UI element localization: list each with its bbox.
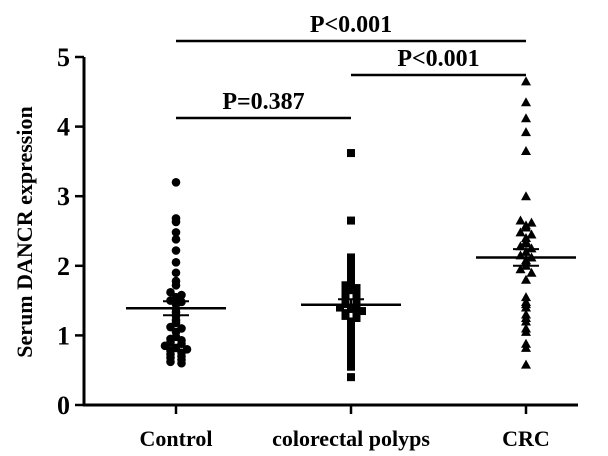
data-point-crc xyxy=(521,338,531,348)
data-point-crc xyxy=(515,241,526,251)
data-point-crc xyxy=(521,292,531,302)
data-point-crc xyxy=(526,229,537,239)
data-point-polyps xyxy=(352,310,361,319)
data-point-control xyxy=(171,228,181,237)
data-point-polyps xyxy=(347,362,355,371)
data-point-crc xyxy=(526,267,537,277)
data-point-polyps xyxy=(347,357,355,366)
data-point-control xyxy=(177,290,186,300)
data-point-polyps xyxy=(347,270,355,279)
data-point-polyps xyxy=(347,216,355,225)
x-tick-label: Control xyxy=(140,426,213,451)
y-tick-label: 3 xyxy=(57,182,70,211)
data-point-crc xyxy=(521,191,531,201)
data-point-crc xyxy=(521,97,531,107)
data-point-polyps xyxy=(341,288,350,297)
data-point-crc xyxy=(521,359,531,369)
data-point-crc xyxy=(515,264,526,274)
data-point-crc xyxy=(521,232,531,242)
data-point-crc xyxy=(526,243,537,253)
y-tick-label: 1 xyxy=(57,321,70,350)
data-point-crc xyxy=(521,296,531,306)
data-point-polyps xyxy=(347,353,355,362)
data-point-crc xyxy=(521,76,531,86)
data-point-polyps xyxy=(341,293,350,302)
data-point-control xyxy=(171,268,181,278)
data-point-control xyxy=(177,324,186,333)
axes: 0 1 2 3 4 5 Control colorectal polyps CRC xyxy=(57,43,578,451)
data-point-polyps xyxy=(352,302,361,311)
data-point-polyps xyxy=(347,149,355,158)
data-point-polyps xyxy=(347,339,355,348)
data-point-polyps xyxy=(347,275,355,284)
p-value-label: P<0.001 xyxy=(310,12,392,38)
data-point-crc xyxy=(521,323,531,333)
data-point-polyps xyxy=(341,309,350,318)
y-axis-label: Serum DANCR expression xyxy=(12,106,37,357)
data-point-crc xyxy=(515,227,526,237)
data-point-crc xyxy=(521,127,531,137)
data-point-crc xyxy=(521,309,531,319)
data-point-control xyxy=(166,287,175,297)
data-point-crc xyxy=(521,274,531,284)
y-tick-label: 4 xyxy=(57,113,70,142)
data-point-polyps xyxy=(341,281,350,290)
y-tick-label: 2 xyxy=(57,252,70,281)
data-point-control xyxy=(171,235,181,244)
data-point-control xyxy=(171,214,181,223)
data-point-polyps xyxy=(347,258,355,267)
data-point-polyps xyxy=(347,286,355,295)
data-points xyxy=(160,76,537,382)
data-point-control xyxy=(171,258,181,267)
data-point-polyps xyxy=(352,284,361,293)
p-value-label: P<0.001 xyxy=(397,46,479,72)
data-point-polyps xyxy=(352,291,361,300)
data-point-polyps xyxy=(347,348,355,357)
data-point-crc xyxy=(526,217,537,227)
data-point-crc xyxy=(521,220,531,230)
data-point-crc xyxy=(521,145,531,155)
x-tick-label: colorectal polyps xyxy=(272,426,430,451)
data-point-control xyxy=(171,276,181,286)
data-point-polyps xyxy=(347,253,355,262)
data-point-crc xyxy=(521,113,531,123)
data-point-crc xyxy=(515,215,526,225)
data-point-polyps xyxy=(347,263,355,272)
data-point-control xyxy=(171,246,181,255)
x-tick-label: CRC xyxy=(502,426,550,451)
data-point-polyps xyxy=(347,317,355,326)
data-point-polyps xyxy=(347,343,355,352)
data-point-polyps xyxy=(347,373,355,382)
data-point-polyps xyxy=(336,303,344,312)
y-tick-label: 0 xyxy=(57,391,70,420)
data-point-control xyxy=(171,177,181,187)
p-value-label: P=0.387 xyxy=(222,89,304,115)
y-tick-label: 5 xyxy=(57,43,70,72)
data-point-control xyxy=(182,345,192,354)
mean-sem-bars xyxy=(126,248,576,317)
